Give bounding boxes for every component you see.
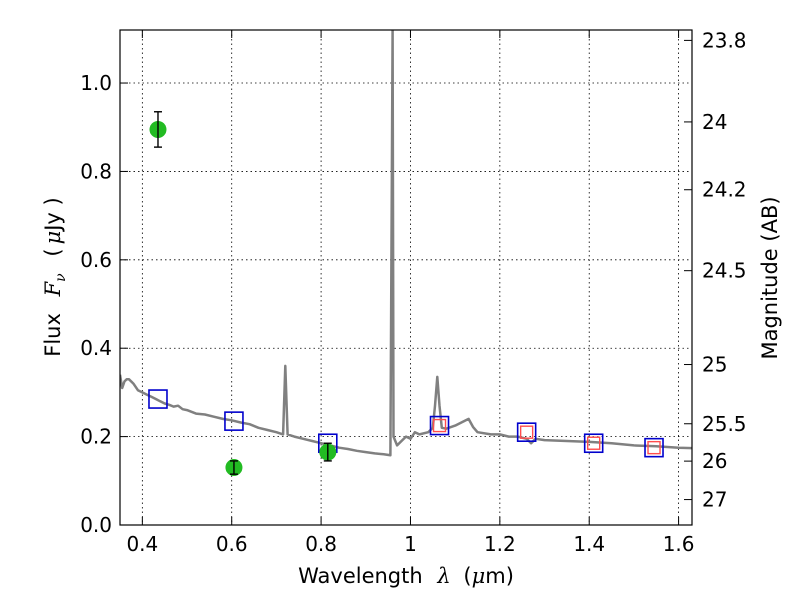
y-axis-title: Flux Fν (μJy ) <box>41 197 70 356</box>
model-band-marker <box>429 415 450 436</box>
observed-nir-marker <box>519 425 534 439</box>
y-tick-label: 0.0 <box>80 513 112 537</box>
plot-frame <box>119 29 693 526</box>
y2-tick-label: 25.5 <box>702 412 747 436</box>
y-tick-label: 0.6 <box>80 248 112 272</box>
x-tick-label: 0.4 <box>126 532 158 556</box>
model-band-marker <box>583 433 604 454</box>
y2-tick-label: 24.2 <box>702 178 747 202</box>
model-band-marker <box>224 411 244 431</box>
observed-optical-point <box>225 459 243 477</box>
observed-nir-marker <box>647 440 661 455</box>
plot-area <box>120 30 692 477</box>
x-axis-title: Wavelength λ (μm) <box>298 564 514 588</box>
spectrum-line <box>120 30 692 457</box>
y-tick-label: 0.4 <box>80 336 112 360</box>
observed-nir-marker <box>586 436 601 450</box>
model-band-marker <box>516 422 537 442</box>
x-tick-label: 1 <box>404 532 417 556</box>
grid <box>120 30 692 526</box>
y-tick-label: 0.2 <box>80 425 112 449</box>
y2-tick-label: 27 <box>702 488 727 512</box>
y2-tick-label: 24.5 <box>702 259 747 283</box>
y-tick-label: 1.0 <box>80 71 112 95</box>
observed-optical-point <box>319 442 337 462</box>
y-tick-label: 0.8 <box>80 159 112 183</box>
x-axis: 0.4 0.6 0.8 1 1.2 1.4 1.6 <box>126 30 695 556</box>
y2-tick-label: 25 <box>702 353 727 377</box>
x-tick-label: 0.6 <box>216 532 248 556</box>
y2-axis: 23.8 24 24.2 24.5 25 25.5 26 27 <box>684 28 747 512</box>
model-band-marker <box>148 389 168 409</box>
observed-nir-marker <box>432 418 447 433</box>
x-tick-label: 1.2 <box>484 532 516 556</box>
model-band-marker <box>644 437 664 458</box>
x-tick-label: 0.8 <box>305 532 337 556</box>
observed-optical-point <box>149 111 167 148</box>
y2-tick-label: 24 <box>702 110 727 134</box>
x-tick-label: 1.6 <box>663 532 695 556</box>
y2-tick-label: 26 <box>702 449 727 473</box>
y2-axis-title: Magnitude (AB) <box>758 196 782 359</box>
y-axis: 0.0 0.2 0.4 0.6 0.8 1.0 <box>80 71 128 537</box>
y2-tick-label: 23.8 <box>702 28 747 52</box>
x-tick-label: 1.4 <box>573 532 605 556</box>
